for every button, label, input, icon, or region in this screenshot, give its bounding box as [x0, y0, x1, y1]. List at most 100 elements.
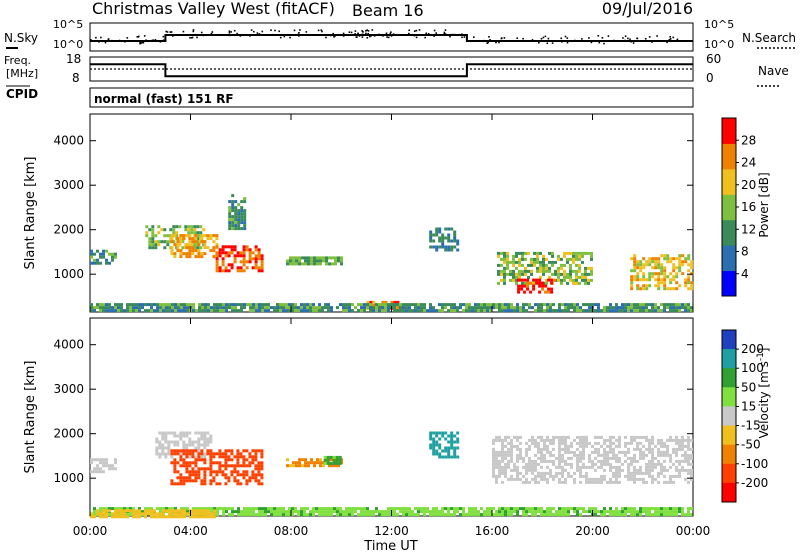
- heatmap-cell: [144, 509, 147, 513]
- heatmap-cell: [609, 444, 612, 448]
- heatmap-cell: [690, 468, 693, 472]
- heatmap-cell: [612, 513, 615, 517]
- heatmap-cell: [564, 480, 567, 484]
- heatmap-cell: [216, 309, 219, 313]
- heatmap-cell: [687, 510, 690, 514]
- heatmap-cell: [387, 303, 390, 307]
- heatmap-cell: [429, 303, 432, 307]
- heatmap-cell: [687, 480, 690, 484]
- heatmap-cell: [260, 260, 264, 264]
- heatmap-cell: [567, 456, 570, 460]
- heatmap-cell: [191, 452, 195, 456]
- nsearch-dot: [489, 39, 491, 41]
- nsearch-dot: [361, 30, 363, 32]
- heatmap-cell: [231, 306, 234, 310]
- heatmap-cell: [633, 513, 636, 517]
- heatmap-cell: [218, 269, 222, 273]
- heatmap-cell: [248, 248, 252, 252]
- heatmap-cell: [582, 507, 585, 511]
- heatmap-cell: [522, 510, 525, 514]
- heatmap-cell: [515, 254, 518, 258]
- heatmap-cell: [657, 438, 660, 442]
- heatmap-cell: [579, 450, 582, 454]
- nsearch-dot: [435, 32, 437, 34]
- heatmap-cell: [507, 510, 510, 514]
- heatmap-cell: [687, 447, 690, 451]
- heatmap-cell: [489, 306, 492, 310]
- heatmap-cell: [573, 309, 576, 313]
- heatmap-cell: [678, 474, 681, 478]
- colorbar-tick-label: 100: [741, 361, 764, 375]
- heatmap-cell: [578, 257, 581, 261]
- heatmap-cell: [183, 306, 186, 310]
- heatmap-cell: [123, 309, 126, 313]
- nsearch-dot: [433, 29, 436, 32]
- heatmap-cell: [645, 480, 648, 484]
- heatmap-cell: [254, 455, 258, 459]
- heatmap-cell: [339, 513, 342, 517]
- heatmap-cell: [564, 450, 567, 454]
- heatmap-cell: [176, 240, 180, 244]
- heatmap-cell: [163, 240, 167, 244]
- heatmap-cell: [184, 225, 188, 229]
- heatmap-cell: [163, 234, 167, 238]
- heatmap-cell: [276, 303, 279, 307]
- heatmap-cell: [179, 449, 183, 453]
- heatmap-cell: [227, 464, 231, 468]
- heatmap-cell: [504, 309, 507, 313]
- heatmap-cell: [590, 257, 593, 261]
- heatmap-cell: [564, 510, 567, 514]
- heatmap-cell: [609, 468, 612, 472]
- heatmap-cell: [534, 477, 537, 481]
- heatmap-cell: [332, 461, 336, 465]
- heatmap-cell: [486, 507, 489, 511]
- heatmap-cell: [321, 510, 324, 514]
- heatmap-cell: [252, 510, 255, 514]
- heatmap-cell: [538, 278, 542, 282]
- heatmap-cell: [639, 260, 643, 264]
- heatmap-cell: [603, 459, 606, 463]
- heatmap-cell: [603, 468, 606, 472]
- heatmap-cell: [411, 303, 414, 307]
- heatmap-cell: [154, 246, 158, 250]
- heatmap-cell: [218, 251, 222, 255]
- heatmap-cell: [155, 452, 159, 456]
- heatmap-cell: [528, 465, 531, 469]
- heatmap-cell: [157, 240, 161, 244]
- heatmap-cell: [435, 507, 438, 511]
- heatmap-cell: [312, 510, 315, 514]
- heatmap-cell: [105, 249, 108, 253]
- heatmap-cell: [165, 507, 168, 511]
- heatmap-cell: [504, 507, 507, 511]
- heatmap-cell: [183, 507, 186, 511]
- heatmap-cell: [471, 510, 474, 514]
- heatmap-cell: [246, 507, 249, 511]
- heatmap-cell: [506, 251, 509, 255]
- heatmap-cell: [633, 266, 637, 270]
- heatmap-cell: [222, 507, 225, 511]
- heatmap-cell: [201, 515, 204, 519]
- heatmap-cell: [174, 507, 177, 511]
- heatmap-cell: [456, 242, 460, 246]
- heatmap-cell: [426, 510, 429, 514]
- heatmap-cell: [522, 474, 525, 478]
- heatmap-cell: [297, 510, 300, 514]
- heatmap-cell: [182, 476, 186, 480]
- heatmap-cell: [495, 480, 498, 484]
- heatmap-cell: [500, 278, 503, 282]
- heatmap-cell: [447, 449, 451, 453]
- heatmap-cell: [557, 275, 560, 279]
- heatmap-cell: [171, 507, 174, 511]
- heatmap-cell: [522, 309, 525, 313]
- heatmap-cell: [660, 254, 664, 258]
- heatmap-cell: [522, 459, 525, 463]
- heatmap-cell: [105, 461, 108, 465]
- heatmap-cell: [687, 438, 690, 442]
- heatmap-cell: [534, 510, 537, 514]
- heatmap-cell: [534, 459, 537, 463]
- heatmap-cell: [429, 245, 433, 249]
- heatmap-cell: [573, 303, 576, 307]
- heatmap-cell: [648, 275, 652, 279]
- heatmap-cell: [233, 254, 237, 258]
- heatmap-cell: [206, 234, 210, 238]
